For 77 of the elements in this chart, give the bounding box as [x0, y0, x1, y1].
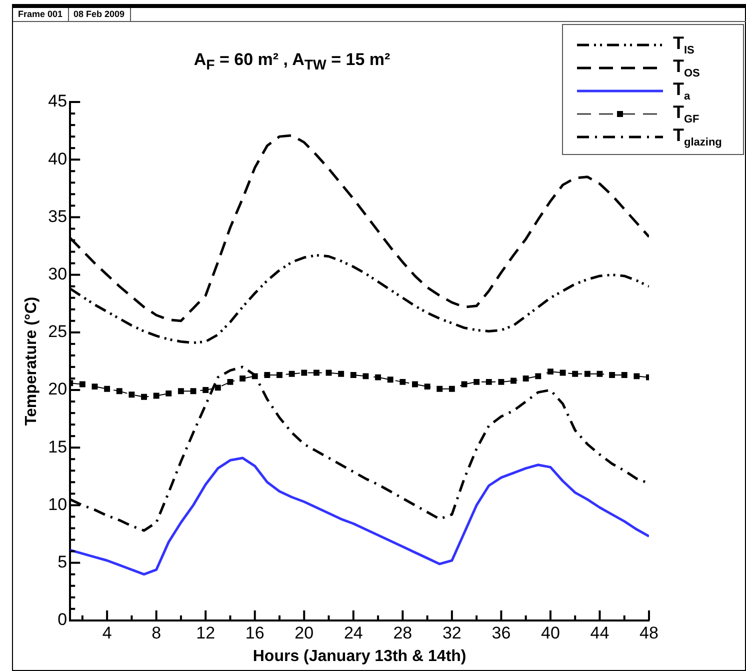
point — [301, 370, 308, 376]
point — [584, 370, 590, 377]
point — [276, 372, 282, 378]
point — [560, 370, 566, 376]
x-tick-label: 40 — [541, 623, 560, 642]
point — [400, 378, 406, 385]
point — [178, 388, 184, 394]
point — [609, 372, 616, 378]
point — [547, 368, 554, 375]
chart-title: A$_{F}$ = 60 m² , A$_{TW}$ = 15 m² — [192, 50, 392, 74]
point — [596, 370, 603, 377]
point — [424, 384, 430, 390]
y-tick-label: 25 — [48, 322, 68, 342]
point — [510, 378, 516, 384]
point — [634, 373, 640, 380]
legend-label: T$_{GF}$ — [673, 102, 700, 126]
legend-label: T$_{glazing}$ — [673, 124, 722, 148]
point — [79, 381, 86, 388]
point — [153, 392, 160, 399]
point — [190, 388, 196, 394]
y-tick-label: 5 — [58, 552, 68, 572]
point — [227, 378, 234, 385]
x-tick-label: 4 — [102, 623, 112, 642]
point — [264, 372, 270, 378]
point — [498, 378, 504, 385]
text: 08 Feb 2009 — [68, 8, 131, 21]
x-tick-label: 8 — [152, 623, 162, 642]
point — [621, 372, 628, 378]
point — [338, 370, 344, 377]
point — [116, 388, 122, 394]
legend-label: T$_{a}$ — [673, 78, 690, 102]
point — [436, 386, 443, 392]
point — [350, 372, 356, 378]
point — [128, 392, 135, 398]
point — [240, 376, 246, 382]
point — [362, 373, 369, 380]
point — [141, 394, 147, 400]
x-tick-label: 20 — [294, 623, 314, 642]
point — [522, 376, 529, 382]
x-tick-label: 36 — [492, 623, 511, 642]
point — [474, 378, 480, 385]
x-tick-label: 24 — [344, 623, 363, 642]
y-tick-label: 30 — [48, 264, 68, 284]
x-tick-label: 44 — [590, 623, 610, 642]
point — [572, 370, 578, 377]
point — [326, 370, 332, 376]
x-tick-label: 28 — [393, 623, 412, 642]
y-tick-label: 0 — [58, 610, 68, 630]
point — [104, 386, 110, 392]
point — [202, 387, 209, 393]
legend-label: T$_{OS}$ — [673, 56, 700, 80]
x-tick-label: 32 — [442, 623, 462, 642]
point — [387, 376, 394, 383]
y-tick-label: 20 — [48, 380, 68, 399]
x-tick-label: 12 — [196, 623, 216, 642]
y-axis-title: Temperature (°C) — [23, 296, 40, 426]
point — [412, 381, 418, 388]
x-tick-label: 48 — [640, 623, 658, 642]
point — [214, 384, 221, 391]
y-tick-label: 10 — [48, 494, 68, 514]
x-tick-label: 16 — [245, 623, 264, 642]
point — [448, 386, 455, 392]
y-tick-label: 15 — [48, 437, 68, 456]
point — [166, 390, 172, 396]
point — [92, 384, 98, 390]
y-tick-label: 45 — [48, 92, 68, 111]
point — [313, 370, 320, 376]
point — [535, 373, 542, 380]
text: Frame 001 — [13, 8, 69, 21]
point — [375, 374, 382, 380]
y-tick-label: 35 — [48, 206, 68, 226]
point — [288, 370, 295, 377]
y-tick-label: 40 — [48, 149, 68, 168]
x-axis-title: Hours (January 13th & 14th) — [252, 648, 466, 665]
point — [486, 378, 492, 385]
legend-label: T$_{IS}$ — [673, 32, 694, 56]
point — [252, 373, 258, 380]
